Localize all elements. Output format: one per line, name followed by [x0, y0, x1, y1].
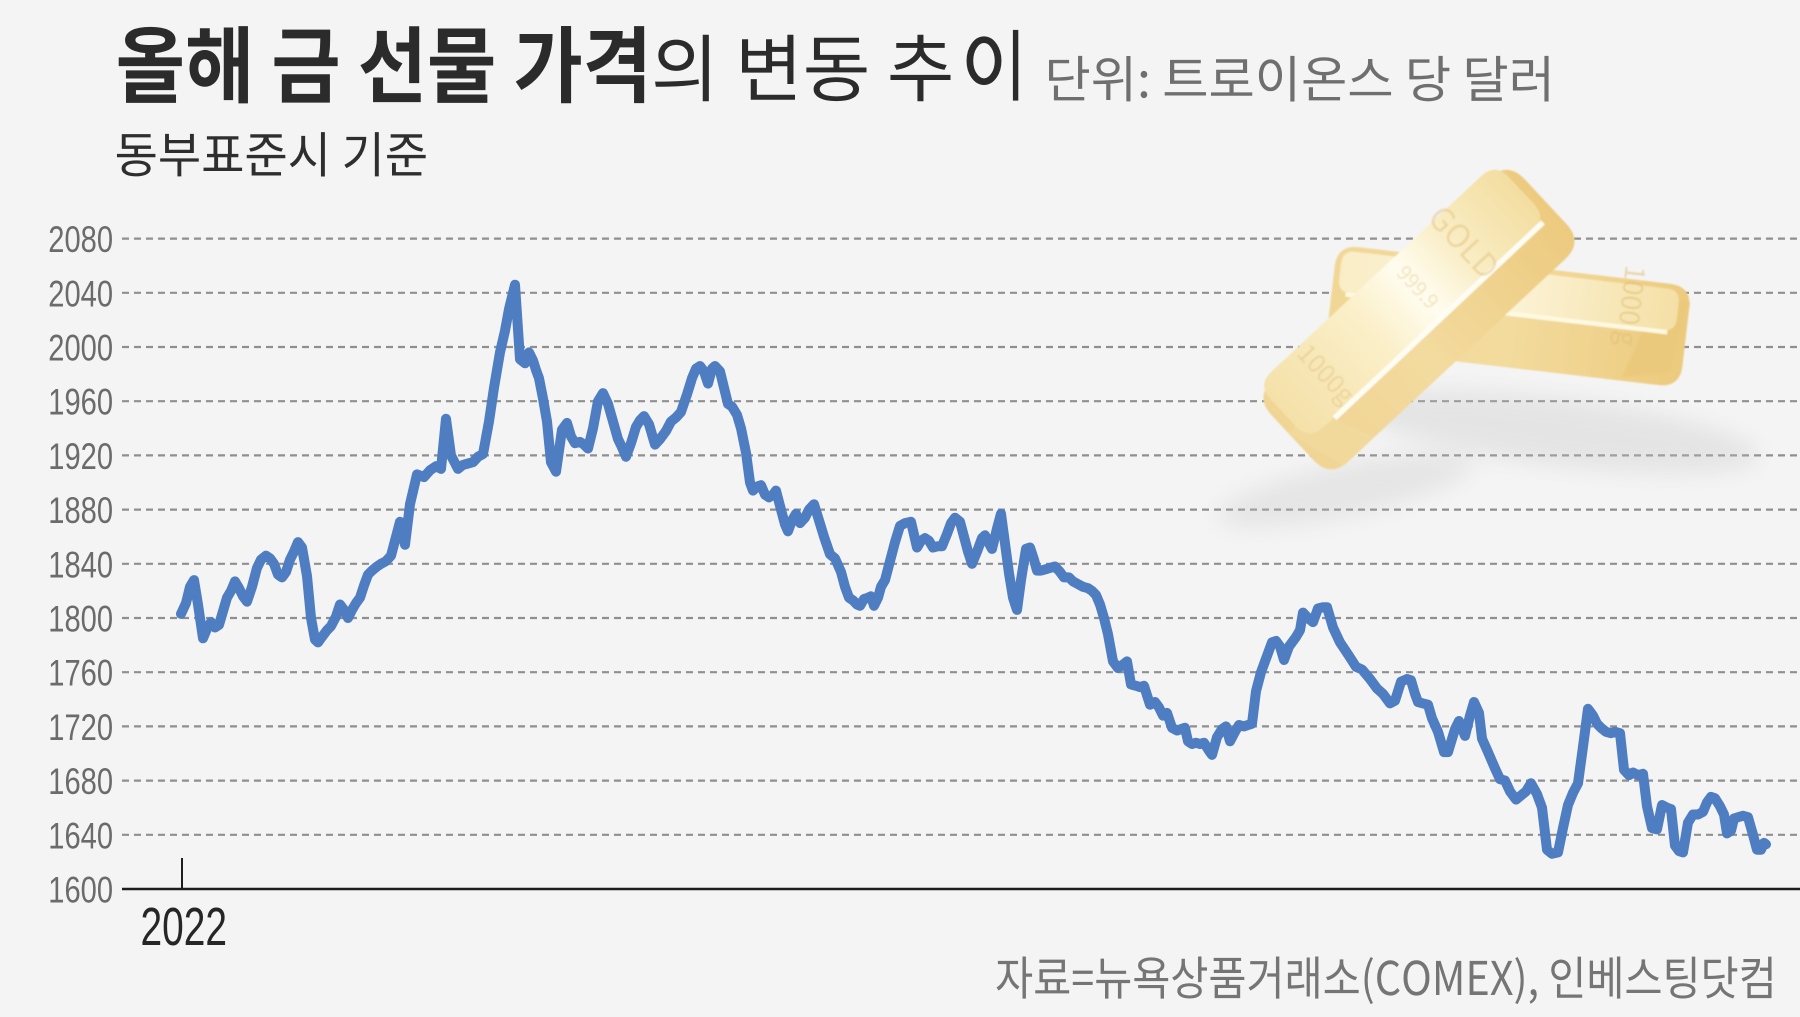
svg-text:1640: 1640 — [48, 816, 113, 857]
svg-text:1840: 1840 — [48, 545, 113, 586]
svg-text:2022: 2022 — [141, 897, 228, 956]
svg-text:1720: 1720 — [48, 707, 113, 748]
svg-text:2000: 2000 — [48, 328, 113, 369]
svg-text:1800: 1800 — [48, 599, 113, 640]
svg-text:1760: 1760 — [48, 653, 113, 694]
svg-text:1880: 1880 — [48, 491, 113, 532]
svg-text:1600: 1600 — [48, 870, 113, 911]
svg-text:2040: 2040 — [48, 274, 113, 315]
svg-text:2080: 2080 — [48, 220, 113, 261]
svg-text:1920: 1920 — [48, 436, 113, 477]
svg-text:1960: 1960 — [48, 382, 113, 423]
svg-text:1680: 1680 — [48, 762, 113, 803]
